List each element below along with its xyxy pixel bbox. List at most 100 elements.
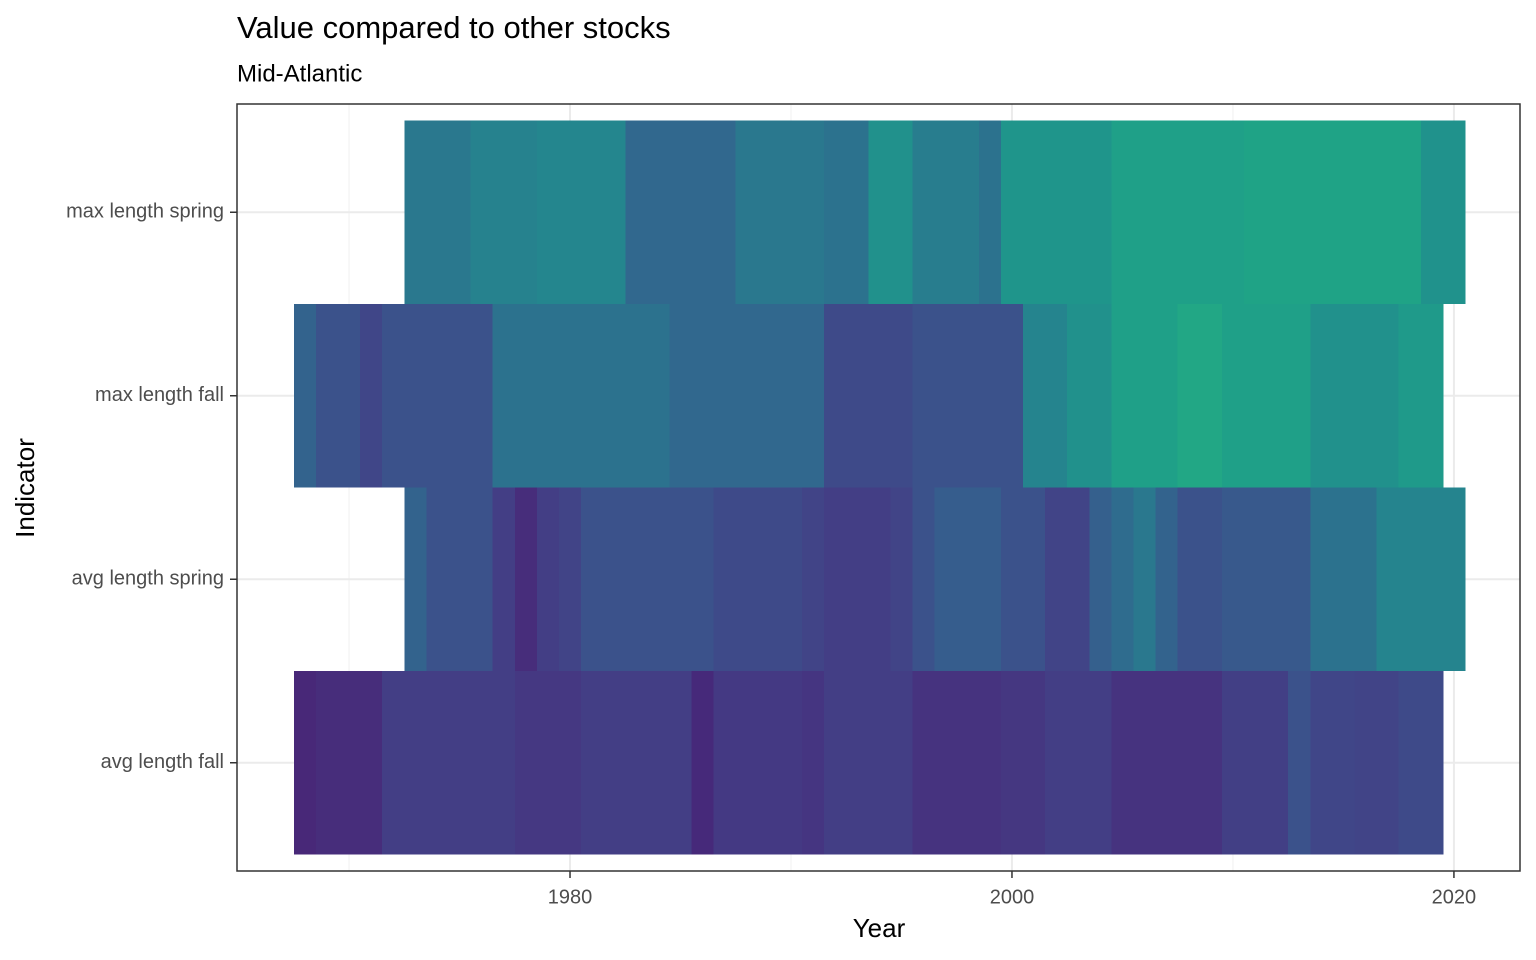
tile [1133, 304, 1157, 488]
tile [293, 670, 317, 855]
tile [1288, 670, 1311, 855]
tile [337, 670, 361, 855]
tile [1155, 304, 1179, 488]
tile [912, 304, 936, 488]
tile [558, 487, 582, 671]
tile [1045, 670, 1068, 855]
tile [1354, 670, 1378, 855]
tile [757, 487, 781, 671]
tile [713, 670, 737, 855]
tile [426, 304, 450, 488]
y-tick-label: avg length fall [101, 751, 224, 773]
tile [647, 487, 671, 671]
tile [492, 304, 516, 488]
tile [890, 120, 914, 305]
tile [1442, 120, 1466, 305]
tile [1243, 487, 1267, 671]
tile [1067, 120, 1090, 305]
tile [470, 304, 494, 488]
tile [492, 120, 516, 305]
tile [912, 670, 936, 855]
tile [912, 487, 936, 671]
tile [978, 304, 1002, 488]
tile [846, 487, 869, 671]
tile [1089, 670, 1113, 855]
tile [1177, 120, 1201, 305]
tile [1000, 670, 1024, 855]
tile [691, 120, 715, 305]
tile [1199, 304, 1223, 488]
y-axis-label: Indicator [10, 438, 40, 538]
tile [1133, 670, 1157, 855]
tile [691, 487, 715, 671]
tile [846, 670, 869, 855]
tile [382, 670, 405, 855]
tile [1089, 487, 1113, 671]
tile [404, 120, 427, 305]
tile [603, 670, 626, 855]
tile [1310, 487, 1333, 671]
tile [1133, 487, 1157, 671]
tile [1376, 304, 1400, 488]
tile [1266, 670, 1289, 855]
tile [1133, 120, 1157, 305]
tile [647, 304, 671, 488]
tile [1221, 487, 1245, 671]
y-tick-label: avg length spring [72, 568, 224, 590]
tile [1420, 304, 1444, 488]
tile [470, 120, 494, 305]
tile [360, 670, 383, 855]
tile [868, 304, 892, 488]
tile [1177, 487, 1201, 671]
tile [1023, 120, 1046, 305]
tile [404, 487, 427, 671]
tile [426, 120, 450, 305]
tile [1089, 304, 1113, 488]
tile [1067, 670, 1090, 855]
tile [1332, 670, 1356, 855]
tile [382, 304, 405, 488]
tile [581, 120, 604, 305]
tile [890, 670, 914, 855]
tile [1000, 120, 1024, 305]
tile [779, 487, 803, 671]
tile [448, 304, 472, 488]
tile [735, 487, 759, 671]
tile [735, 120, 759, 305]
tile [1376, 670, 1400, 855]
tile [890, 487, 914, 671]
tile [315, 304, 339, 488]
tile [1243, 120, 1267, 305]
tile [315, 670, 339, 855]
tile [558, 670, 582, 855]
tile [1023, 304, 1046, 488]
tile [757, 670, 781, 855]
x-tick-label: 2000 [990, 886, 1035, 908]
tile [1199, 670, 1223, 855]
tile [514, 487, 538, 671]
tile [691, 304, 715, 488]
tile [1398, 120, 1422, 305]
tile [669, 487, 693, 671]
tile [1155, 120, 1179, 305]
tile [1332, 487, 1356, 671]
tile [1023, 670, 1046, 855]
y-tick-label: max length spring [66, 201, 224, 223]
tile [536, 120, 560, 305]
tile [802, 487, 825, 671]
tile [824, 304, 847, 488]
tile [1177, 670, 1201, 855]
tile [1266, 487, 1289, 671]
tile [470, 670, 494, 855]
tile [1199, 120, 1223, 305]
tile [581, 304, 604, 488]
tile [978, 120, 1002, 305]
tile [1067, 304, 1090, 488]
tile [1398, 304, 1422, 488]
tile [713, 120, 737, 305]
tile [647, 670, 671, 855]
tile [1243, 670, 1267, 855]
tile [1111, 670, 1135, 855]
tile [890, 304, 914, 488]
